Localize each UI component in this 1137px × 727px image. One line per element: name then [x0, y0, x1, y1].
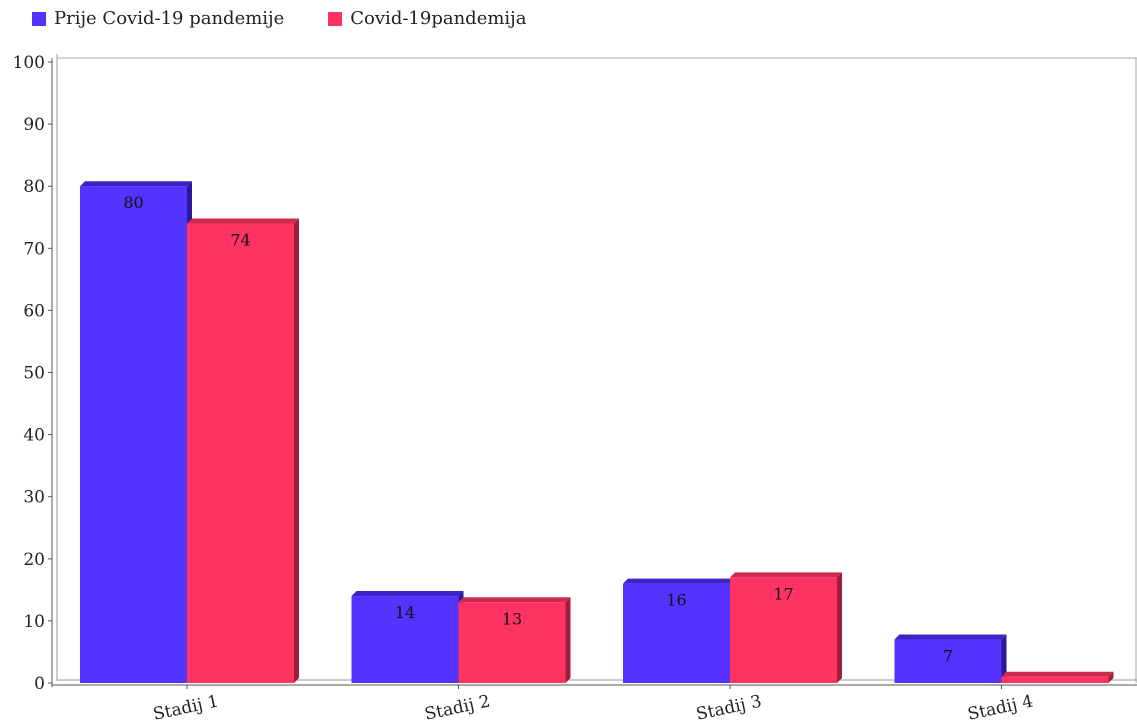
y-tick-label: 40: [23, 426, 45, 446]
bar-data-label: 14: [395, 603, 415, 622]
bar-top-face: [730, 572, 842, 578]
y-tick-label: 20: [23, 550, 45, 570]
bar-top-face: [187, 218, 299, 224]
bar-side-face: [837, 572, 842, 683]
bar-top-face: [623, 578, 735, 584]
legend-swatch-series-1: [32, 11, 46, 26]
y-tick-label: 80: [23, 177, 45, 197]
bar-s1-stadij-3: [623, 583, 730, 683]
y-tick-label: 30: [23, 488, 45, 508]
bar-s1-stadij-1: [80, 186, 187, 683]
bar-s1-stadij-2: [351, 596, 459, 683]
bar-s2-stadij-2: [458, 602, 566, 683]
y-tick-label: 10: [23, 612, 45, 632]
bar-data-label: 17: [773, 584, 793, 603]
bar-s2-stadij-3: [730, 577, 837, 683]
bar-top-face: [894, 634, 1007, 640]
bar-side-face: [1108, 671, 1114, 683]
x-category-label: Stadij 2: [423, 691, 492, 724]
y-tick-label: 100: [13, 53, 45, 73]
bar-data-label: 13: [502, 609, 522, 628]
y-tick-label: 50: [23, 364, 45, 384]
legend-item-series-2: Covid-19pandemija: [328, 8, 526, 29]
y-tick-label: 60: [23, 301, 45, 321]
bar-data-label: 80: [123, 193, 143, 212]
bar-s1-stadij-4: [894, 639, 1002, 683]
bar-side-face: [294, 218, 299, 683]
bar-side-face: [565, 597, 571, 683]
bar-data-label: 7: [943, 647, 953, 666]
x-category-label: Stadij 4: [966, 691, 1035, 724]
bar-data-label: 74: [230, 230, 250, 249]
bar-s2-stadij-1: [187, 223, 294, 683]
bar-data-label: 16: [666, 591, 686, 610]
bar-side-face: [1001, 634, 1007, 683]
x-category-label: Stadij 1: [151, 691, 220, 724]
legend-item-series-1: Prije Covid-19 pandemije: [32, 8, 284, 29]
chart-legend: Prije Covid-19 pandemije Covid-19pandemi…: [32, 8, 570, 29]
bar-s2-stadij-4: [1001, 676, 1109, 683]
y-tick-label: 0: [34, 674, 45, 694]
legend-swatch-series-2: [328, 11, 343, 26]
y-tick-label: 70: [23, 239, 45, 259]
bar-top-face: [80, 181, 192, 187]
legend-label-series-2: Covid-19pandemija: [350, 8, 527, 29]
x-category-label: Stadij 3: [694, 691, 763, 724]
bar-top-face: [458, 597, 571, 603]
bar-top-face: [351, 591, 464, 597]
y-tick-label: 90: [23, 115, 45, 135]
legend-label-series-1: Prije Covid-19 pandemije: [54, 8, 285, 29]
bar-top-face: [1001, 671, 1114, 677]
